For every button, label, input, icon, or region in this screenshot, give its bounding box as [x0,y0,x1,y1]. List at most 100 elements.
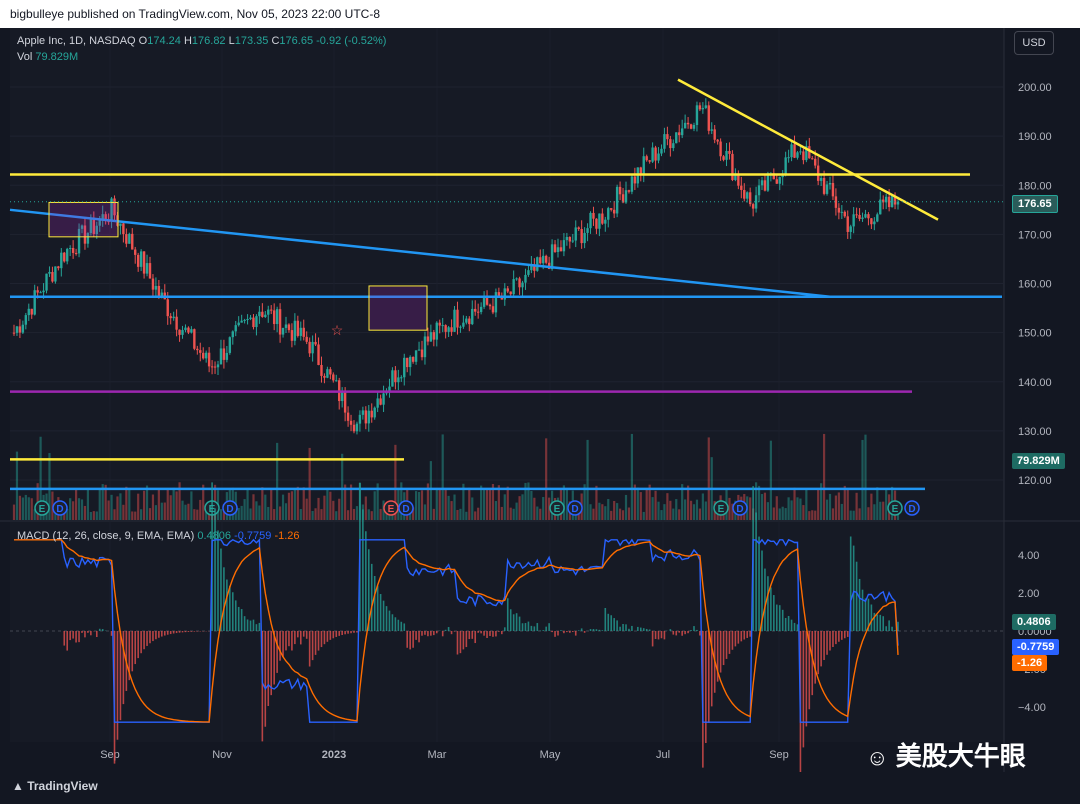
volume-bar [349,484,353,520]
candle-body [740,185,743,190]
candle-body [793,144,796,158]
candle-body [692,125,696,129]
volume-bar [654,490,657,520]
candle-body [663,134,666,149]
volume-bar [69,498,72,520]
candle-body [695,105,699,126]
candle-body [704,105,708,108]
price-tick-label: 120.00 [1018,475,1052,487]
price-tick-label: 130.00 [1018,426,1052,438]
tradingview-logo[interactable]: ▲ TradingView [12,779,98,793]
volume-bar [382,500,385,520]
macd-tick-label: −4.00 [1018,702,1046,714]
candle-body [485,296,489,305]
volume-bar [86,489,90,520]
volume-bar [521,494,524,520]
volume-bar [616,503,619,520]
volume-bar [808,511,811,520]
volume-bar [648,484,651,520]
candle-body [258,311,261,317]
price-tick-label: 190.00 [1018,131,1052,143]
price-tick-label: 180.00 [1018,180,1052,192]
volume-bar [562,485,566,520]
candle-body [846,216,849,232]
time-tick-label: Jul [656,749,670,761]
volume-bar [524,482,527,520]
candle-body [518,278,521,288]
volume-bar [15,451,19,520]
candle-body [128,233,131,244]
candle-body [861,217,864,219]
marker-label: D [56,504,63,515]
candle-body [160,292,164,297]
time-tick-label: Sep [769,749,789,761]
volume-bar [896,511,900,520]
volume-bar [370,511,373,520]
candle-body [666,134,669,140]
volume-bar [692,504,696,520]
volume-bar [160,502,163,520]
volume-bar [175,491,178,520]
candle-body [332,374,335,381]
volume-bar [394,444,397,520]
candle-body [228,337,232,353]
candle-body [559,247,563,252]
candle-body [828,182,832,185]
volume-bar [843,485,846,520]
candle-body [678,132,681,136]
candle-body [589,212,592,229]
dividend-marker [52,500,68,516]
symbol-name[interactable]: Apple Inc, 1D, NASDAQ [17,35,136,47]
volume-bar [72,501,75,520]
candle-body [882,199,885,203]
macd-label[interactable]: MACD (12, 26, close, 9, EMA, EMA) [17,530,195,542]
candle-body [746,192,749,199]
volume-bar [320,509,323,520]
candle-body [722,156,725,160]
marker-label: D [571,504,578,515]
candle-body [202,352,205,359]
candle-body [272,310,276,325]
wechat-icon: ☺ [866,745,889,770]
trendline [677,78,939,221]
volume-bar [861,439,864,520]
watermark: ☺ 美股大牛眼 [866,736,1026,773]
currency-button[interactable]: USD [1014,31,1054,55]
volume-bar [763,492,767,520]
volume-bar [799,498,802,520]
candle-body [145,263,149,274]
price-tick-label: 200.00 [1018,82,1052,94]
volume-bar [125,486,128,520]
volume-bar [565,488,568,520]
volume-bar [373,491,376,520]
volume-bar [284,503,288,520]
volume-bar [627,507,631,520]
volume-bar [89,511,92,520]
candle-body [169,316,172,319]
volume-bar [660,510,663,520]
candle-body [669,139,672,149]
volume-bar [689,500,693,520]
volume-bar [39,436,42,520]
volume-bar [885,488,888,520]
volume-bar [131,511,134,520]
volume-bar [766,502,770,520]
candle-body [855,214,858,216]
candle-body [438,322,441,326]
candle-body [843,211,846,217]
candle-body [199,350,202,353]
candle-body [12,332,16,334]
volume-bar [855,492,858,520]
candle-body [264,314,267,318]
publisher-bar: bigbulleye published on TradingView.com,… [0,0,1080,28]
candle-body [864,214,867,218]
volume-bar [796,497,799,520]
volume-bar [190,491,193,520]
volume-bar [205,510,208,520]
candle-body [698,105,702,110]
chart-canvas[interactable]: 120.00 130.00 140.00 150.00 160.00 170.00 180.… [0,28,1080,772]
candle-body [754,195,758,209]
macd-signal-tag: -1.26 [1012,655,1048,671]
candle-body [479,306,483,313]
volume-bar [820,483,823,520]
